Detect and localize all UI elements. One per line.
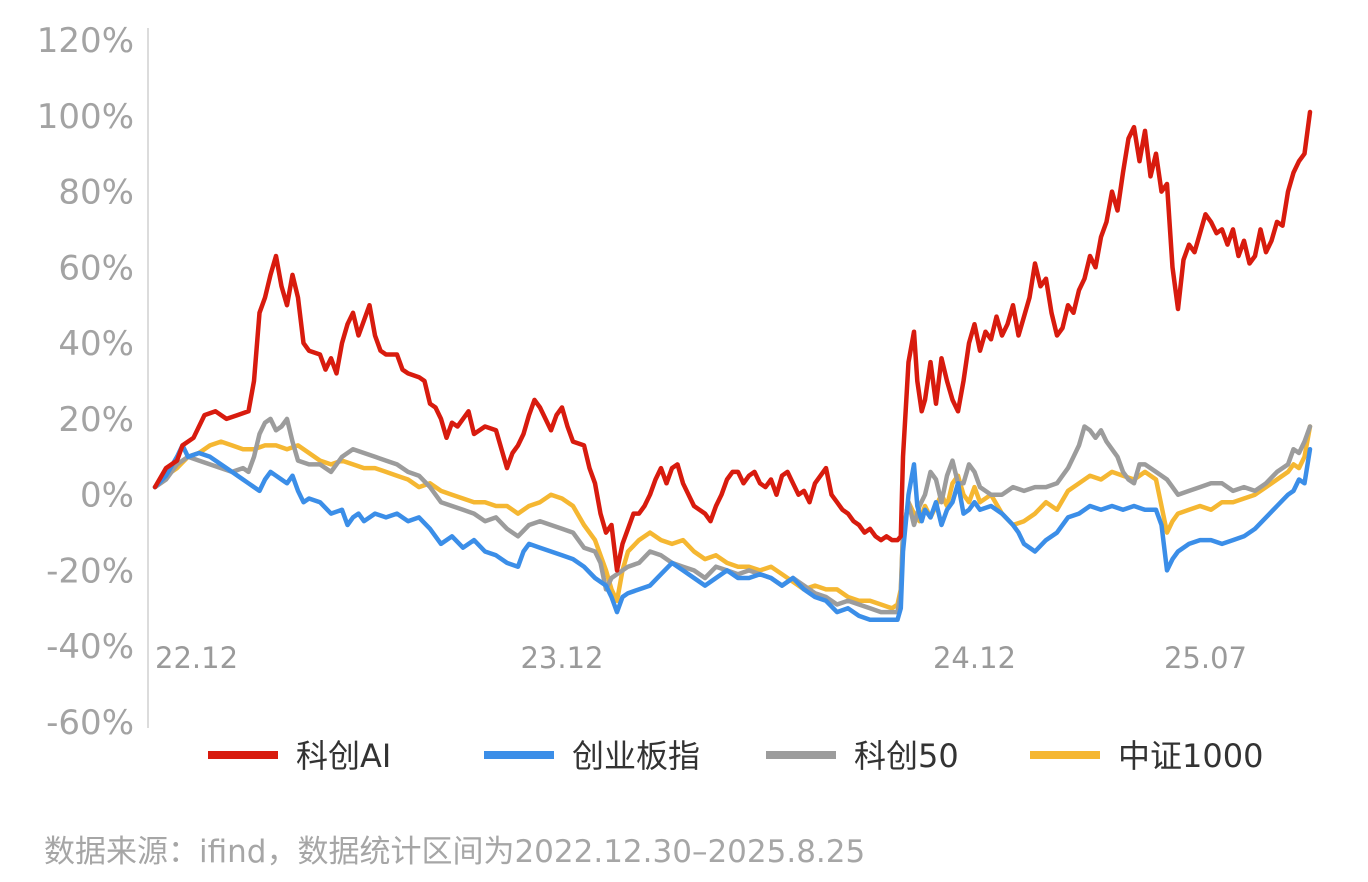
- y-tick-labels: 120% 100% 80% 60% 40% 20% 0% -20% -40% -60%: [37, 21, 134, 743]
- y-tick-label: 60%: [58, 248, 134, 288]
- series-line-0: [152, 109, 1313, 573]
- series-line-2: [152, 416, 1313, 615]
- y-tick-label: 80%: [58, 173, 134, 213]
- x-tick-label: 22.12: [155, 641, 238, 675]
- legend-label: 科创AI: [296, 737, 391, 775]
- y-tick-label: -20%: [46, 551, 134, 591]
- y-tick-label: 40%: [58, 324, 134, 364]
- y-tick-label: 100%: [37, 97, 134, 137]
- data-source-note: 数据来源：ifind，数据统计区间为2022.12.30–2025.8.25: [44, 834, 866, 870]
- legend-label: 中证1000: [1118, 737, 1263, 775]
- legend: 科创AI 创业板指 科创50 中证1000: [208, 737, 1263, 775]
- y-tick-label: 120%: [37, 21, 134, 61]
- series-line-3: [152, 424, 1313, 611]
- y-tick-label: -40%: [46, 627, 134, 667]
- x-tick-labels: 22.12 23.12 24.12 25.07: [155, 641, 1247, 675]
- y-tick-label: -60%: [46, 703, 134, 743]
- x-tick-label: 24.12: [933, 641, 1016, 675]
- series-lines: [152, 109, 1313, 622]
- legend-label: 创业板指: [572, 737, 700, 775]
- legend-label: 科创50: [854, 737, 959, 775]
- y-tick-label: 0%: [80, 476, 134, 516]
- x-tick-label: 23.12: [520, 641, 603, 675]
- y-tick-label: 20%: [58, 400, 134, 440]
- series-line-1: [152, 443, 1313, 622]
- line-chart: 120% 100% 80% 60% 40% 20% 0% -20% -40% -60% 22.12…: [37, 21, 1313, 775]
- x-tick-label: 25.07: [1164, 641, 1247, 675]
